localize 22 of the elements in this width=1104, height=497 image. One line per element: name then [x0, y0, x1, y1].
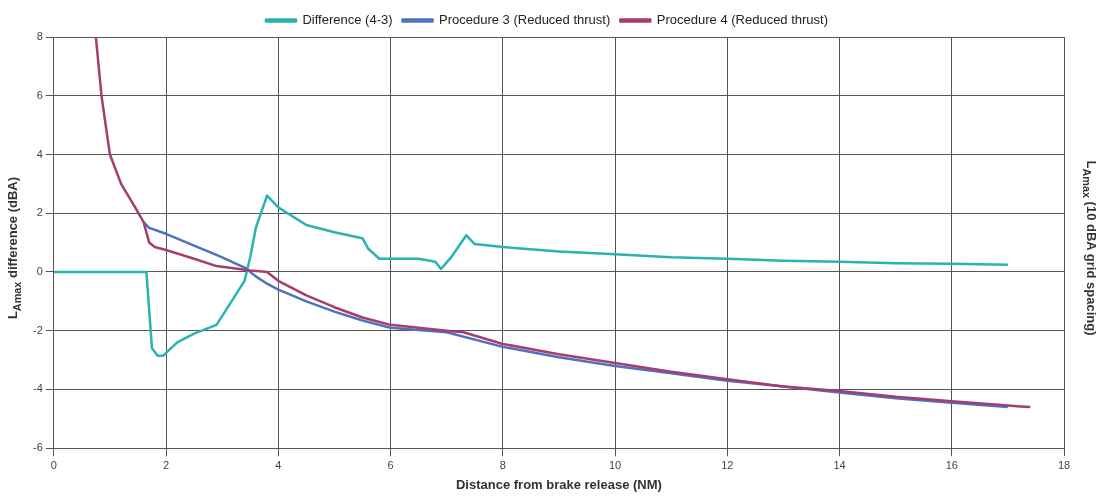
x-tick-label: 10 — [608, 458, 622, 471]
x-tick-label: 2 — [162, 458, 170, 471]
legend-label: Procedure 4 (Reduced thrust) — [656, 12, 829, 28]
x-tick-label: 8 — [499, 458, 506, 471]
y-tick-label: 2 — [36, 206, 43, 219]
legend-label: Difference (4-3) — [302, 12, 393, 28]
y-tick-label: 6 — [36, 88, 43, 101]
y-tick-label: 4 — [36, 147, 43, 160]
x-tick-label: 0 — [50, 458, 57, 471]
legend-label: Procedure 3 (Reduced thrust) — [439, 12, 611, 28]
y-tick-label: 0 — [36, 265, 43, 277]
x-tick-label: 4 — [275, 458, 282, 471]
y-tick-label: 8 — [36, 30, 43, 43]
x-tick-label: 14 — [833, 458, 846, 471]
x-axis-title: Distance from brake release (NM) — [455, 476, 662, 492]
x-tick-label: 16 — [945, 458, 958, 471]
x-tick-label: 12 — [721, 458, 734, 471]
x-tick-label: 6 — [387, 458, 394, 471]
y-tick-label: -2 — [33, 323, 43, 336]
y-tick-label: -4 — [33, 382, 43, 395]
y-tick-label: -6 — [33, 441, 43, 454]
x-tick-label: 18 — [1057, 458, 1071, 471]
